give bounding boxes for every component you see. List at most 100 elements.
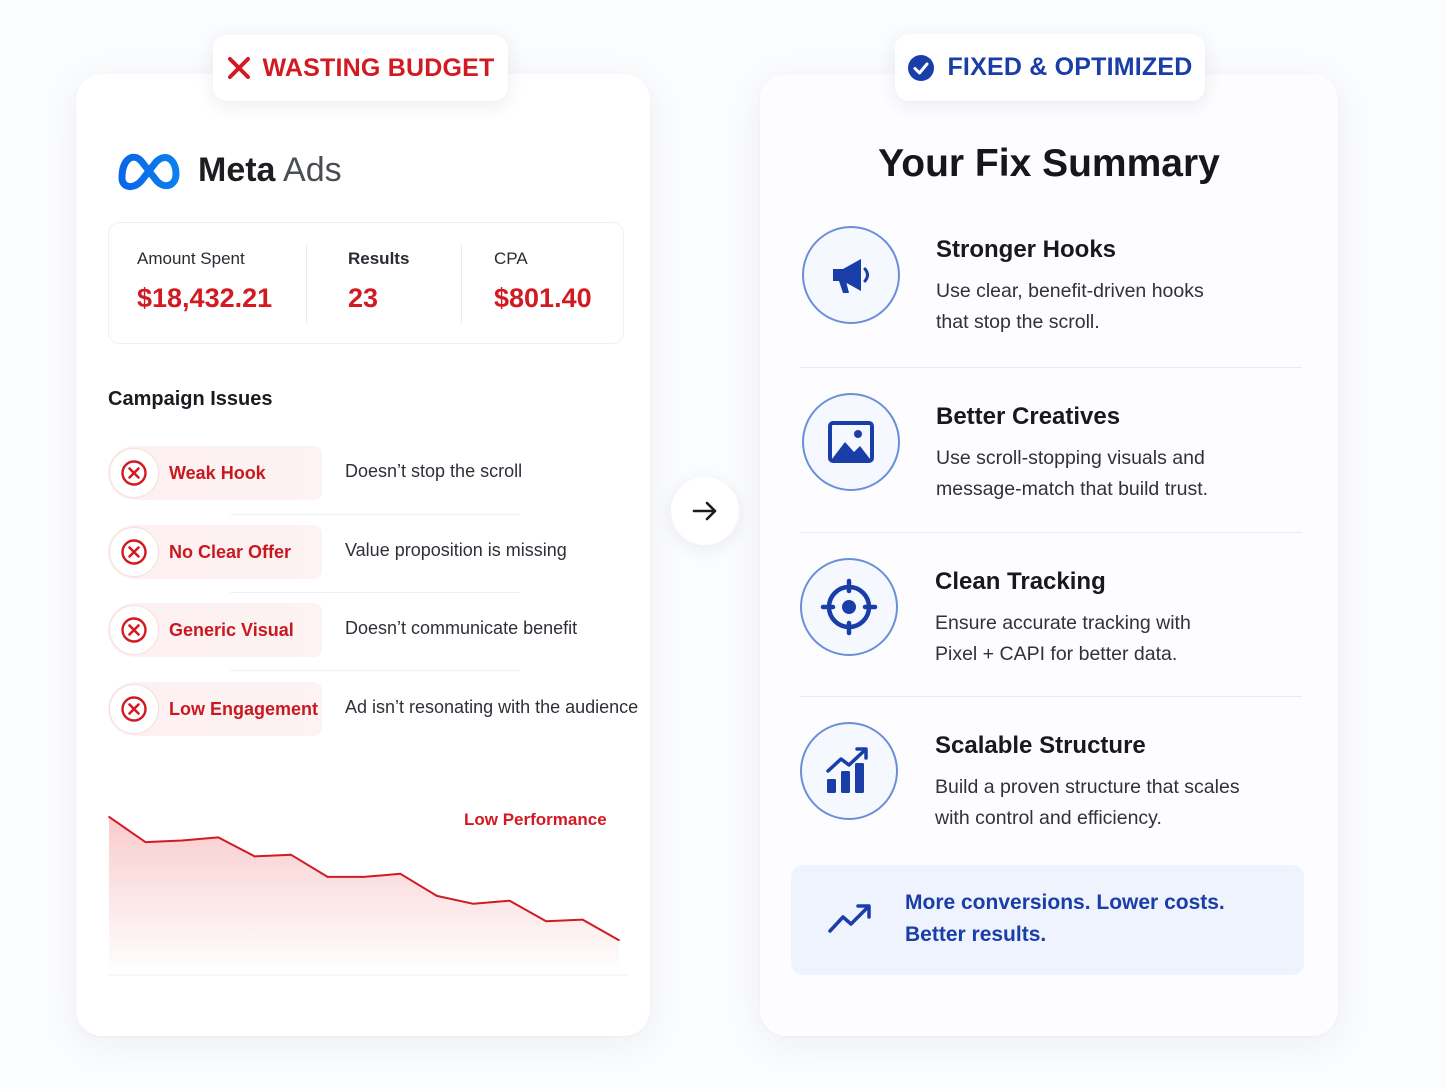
fix-description: Use scroll-stopping visuals and message-…	[936, 443, 1296, 505]
close-icon	[227, 57, 250, 79]
issue-divider	[230, 670, 520, 671]
result-callout: More conversions. Lower costs. Better re…	[791, 865, 1304, 975]
trend-up-icon	[828, 904, 871, 933]
fix-item-better-creatives: Better Creatives Use scroll-stopping vis…	[800, 393, 1302, 503]
fix-item-stronger-hooks: Stronger Hooks Use clear, benefit-driven…	[800, 226, 1302, 336]
fix-description-line: with control and efficiency.	[935, 807, 1162, 829]
fix-description-line: Build a proven structure that scales	[935, 776, 1240, 798]
fix-description: Ensure accurate tracking with Pixel + CA…	[935, 608, 1295, 670]
campaign-issues-title: Campaign Issues	[108, 388, 273, 410]
stat-label: Amount Spent	[137, 249, 245, 268]
stat-label: CPA	[494, 249, 528, 268]
issue-divider	[230, 514, 520, 515]
chart-point	[472, 903, 475, 905]
chart-point	[581, 918, 584, 921]
chart-point	[326, 876, 329, 878]
chart-point	[144, 841, 147, 843]
fix-title: Scalable Structure	[935, 732, 1146, 759]
result-text: More conversions. Lower costs. Better re…	[905, 887, 1225, 951]
issue-pill: Low Engagement	[108, 682, 322, 736]
issue-row-generic-visual: Generic Visual Doesn’t communicate benef…	[108, 603, 628, 657]
chart-point	[545, 920, 547, 923]
stat-cpa: CPA $801.40	[494, 223, 592, 314]
fix-description-line: that stop the scroll.	[936, 311, 1100, 333]
fix-description-line: message-match that build trust.	[936, 478, 1209, 500]
check-circle-icon	[908, 54, 935, 81]
issue-divider	[230, 592, 520, 593]
chart-point	[436, 895, 438, 897]
fix-description-line: Ensure accurate tracking with	[935, 612, 1191, 634]
stat-results: Results 23	[348, 223, 409, 314]
issue-row-weak-hook: Weak Hook Doesn’t stop the scroll	[108, 446, 628, 500]
issue-name: No Clear Offer	[169, 541, 292, 562]
error-x-circle-icon	[109, 448, 159, 498]
issue-row-low-engagement: Low Engagement Ad isn’t resonating with …	[108, 682, 638, 736]
fix-divider	[800, 532, 1302, 533]
chart-point	[363, 876, 365, 878]
chart-area-fill	[109, 816, 619, 975]
image-icon	[802, 393, 900, 491]
fix-summary-title: Your Fix Summary	[878, 142, 1220, 185]
issue-row-no-clear-offer: No Clear Offer Value proposition is miss…	[108, 525, 628, 579]
fix-divider	[800, 696, 1302, 697]
fixed-optimized-badge: FIXED & OPTIMIZED	[895, 34, 1205, 101]
error-x-circle-icon	[109, 684, 159, 734]
issue-description: Value proposition is missing	[345, 540, 567, 560]
issue-name: Low Engagement	[169, 698, 319, 719]
issue-pill: Generic Visual	[108, 603, 322, 657]
chart-point	[108, 816, 110, 818]
fixed-optimized-label: FIXED & OPTIMIZED	[947, 53, 1193, 81]
issue-description: Ad isn’t resonating with the audience	[345, 697, 639, 717]
low-performance-label: Low Performance	[464, 810, 607, 829]
fix-description-line: Use scroll-stopping visuals and	[936, 447, 1205, 469]
fix-description-line: Use clear, benefit-driven hooks	[936, 280, 1204, 302]
chart-point	[618, 939, 620, 941]
stat-value: $801.40	[494, 283, 592, 313]
result-text-line: More conversions. Lower costs.	[905, 891, 1225, 914]
chart-point	[253, 855, 256, 858]
brand-name: Meta Ads	[198, 151, 342, 190]
fix-item-scalable-structure: Scalable Structure Build a proven struct…	[800, 722, 1302, 832]
stat-value: 23	[348, 283, 379, 313]
wasting-budget-badge: WASTING BUDGET	[213, 35, 508, 101]
issue-name: Generic Visual	[169, 619, 294, 640]
error-x-circle-icon	[109, 605, 159, 655]
chart-point	[508, 899, 511, 902]
stats-summary: Amount Spent $18,432.21 Results 23 CPA $…	[108, 222, 624, 344]
stat-divider	[461, 245, 462, 323]
brand-name-light: Ads	[283, 150, 342, 189]
fix-description-line: Pixel + CAPI for better data.	[935, 643, 1178, 665]
issue-name: Weak Hook	[169, 462, 266, 483]
fix-description: Build a proven structure that scales wit…	[935, 772, 1305, 834]
arrow-right-icon	[692, 501, 717, 521]
chart-point	[181, 839, 183, 842]
stat-value: $18,432.21	[137, 283, 273, 313]
meta-ads-brand: Meta Ads	[116, 148, 342, 192]
fix-item-clean-tracking: Clean Tracking Ensure accurate tracking …	[800, 558, 1302, 668]
arrow-right-button	[671, 477, 739, 545]
fix-title: Stronger Hooks	[936, 236, 1117, 263]
stat-label: Results	[348, 249, 410, 268]
stat-amount-spent: Amount Spent $18,432.21	[137, 223, 272, 314]
fix-description: Use clear, benefit-driven hooks that sto…	[936, 276, 1296, 338]
chart-point	[217, 836, 220, 839]
brand-name-bold: Meta	[198, 150, 276, 189]
meta-infinity-logo-icon	[118, 153, 180, 190]
issue-description: Doesn’t stop the scroll	[345, 461, 523, 481]
issue-pill: Weak Hook	[108, 446, 322, 500]
wasting-budget-label: WASTING BUDGET	[262, 53, 495, 82]
crosshair-icon	[800, 558, 898, 656]
growth-chart-icon	[800, 722, 898, 820]
stat-divider	[306, 245, 307, 323]
issue-description: Doesn’t communicate benefit	[345, 618, 578, 638]
result-text-line: Better results.	[905, 923, 1047, 946]
low-performance-chart	[108, 815, 628, 976]
error-x-circle-icon	[109, 527, 159, 577]
megaphone-icon	[802, 226, 900, 324]
fix-divider	[800, 367, 1302, 368]
issue-pill: No Clear Offer	[108, 525, 322, 579]
chart-point	[399, 872, 402, 875]
chart-point	[290, 853, 292, 856]
fix-title: Better Creatives	[936, 403, 1121, 430]
fix-title: Clean Tracking	[935, 568, 1106, 595]
